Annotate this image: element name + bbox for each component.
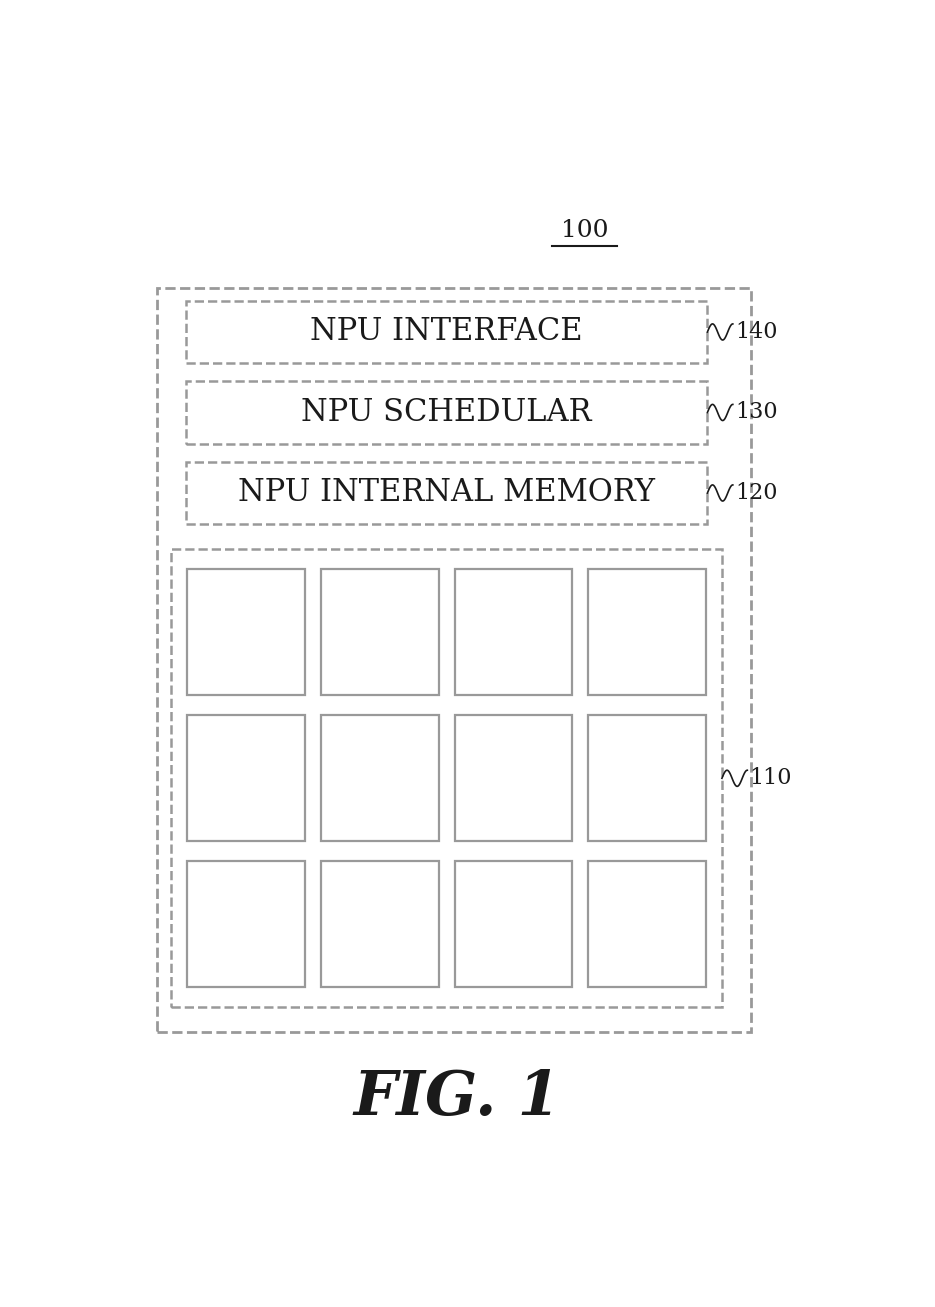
Bar xyxy=(321,570,439,695)
Bar xyxy=(588,570,706,695)
Bar xyxy=(454,570,572,695)
Text: 110: 110 xyxy=(750,767,792,789)
Text: PE9: PE9 xyxy=(218,911,274,937)
Text: NPU INTERNAL MEMORY: NPU INTERNAL MEMORY xyxy=(238,477,655,508)
Bar xyxy=(186,301,708,363)
Text: PE7: PE7 xyxy=(485,765,541,792)
Bar xyxy=(321,715,439,842)
Text: PE4: PE4 xyxy=(619,618,675,646)
Bar xyxy=(186,461,708,524)
Text: 120: 120 xyxy=(735,482,778,505)
Text: 100: 100 xyxy=(561,220,609,242)
Bar xyxy=(187,570,305,695)
Text: FIG. 1: FIG. 1 xyxy=(353,1068,561,1128)
Text: NPU INTERFACE: NPU INTERFACE xyxy=(310,316,583,348)
Text: 140: 140 xyxy=(735,322,778,342)
Text: PE3: PE3 xyxy=(485,618,541,646)
Text: PE11: PE11 xyxy=(476,911,551,937)
Bar xyxy=(187,715,305,842)
Text: PE10: PE10 xyxy=(342,911,417,937)
Bar xyxy=(187,861,305,987)
Bar xyxy=(157,288,751,1033)
Bar xyxy=(588,861,706,987)
Bar xyxy=(321,861,439,987)
Bar xyxy=(454,715,572,842)
Text: PE12: PE12 xyxy=(610,911,684,937)
Bar xyxy=(186,382,708,443)
Text: PE2: PE2 xyxy=(352,618,408,646)
Text: PE5: PE5 xyxy=(218,765,274,792)
Text: PE8: PE8 xyxy=(619,765,675,792)
Text: NPU SCHEDULAR: NPU SCHEDULAR xyxy=(301,397,592,427)
Text: 130: 130 xyxy=(735,401,778,423)
Bar xyxy=(454,861,572,987)
Bar xyxy=(588,715,706,842)
Bar xyxy=(171,549,722,1008)
Text: PE6: PE6 xyxy=(352,765,408,792)
Text: PE1: PE1 xyxy=(218,618,274,646)
